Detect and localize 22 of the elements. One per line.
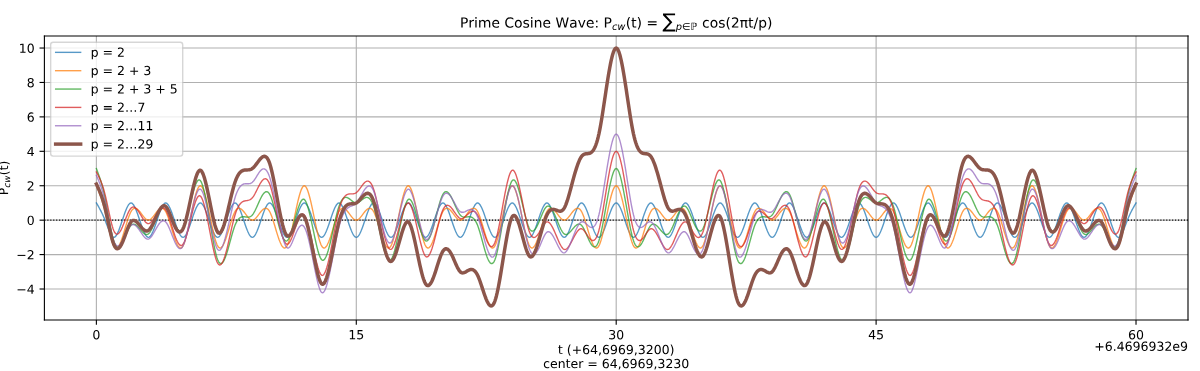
y-tick-label: 4	[27, 146, 34, 157]
text: +6.4696932e9	[1095, 341, 1188, 351]
y-tick-label: 0	[27, 215, 34, 226]
x-tick-label: 15	[349, 330, 364, 340]
y-tick-label: 10	[20, 43, 34, 53]
y-tick-label: 6	[27, 112, 34, 122]
legend-label: p = 2…29	[91, 139, 153, 152]
legend-label: p = 2…11	[91, 120, 153, 133]
legend-label: p = 2	[91, 47, 124, 60]
legend-label: p = 2…7	[91, 102, 145, 115]
legend-label: p = 2 + 3	[91, 65, 151, 78]
x-tick-label: 60	[1128, 329, 1144, 340]
x-tick-label: 0	[93, 329, 100, 340]
x-tick-label: 45	[868, 330, 883, 340]
y-tick-label: 2	[27, 181, 34, 191]
y-tick-label: −2	[17, 250, 34, 260]
chart-title: Prime Cosine Wave: P$_{cw}$(t) = ∑$_{p∈ℙ}$ cos(2πt/p)	[461, 13, 772, 32]
x-axis-title: t (+64,6969,3200) center = 64,6969,3230	[543, 344, 689, 370]
y-tick-label: −4	[17, 284, 34, 294]
y-tick-label: 8	[27, 77, 34, 88]
x-tick-label: 30	[609, 329, 624, 340]
legend-label: p = 2 + 3 + 5	[91, 84, 177, 97]
